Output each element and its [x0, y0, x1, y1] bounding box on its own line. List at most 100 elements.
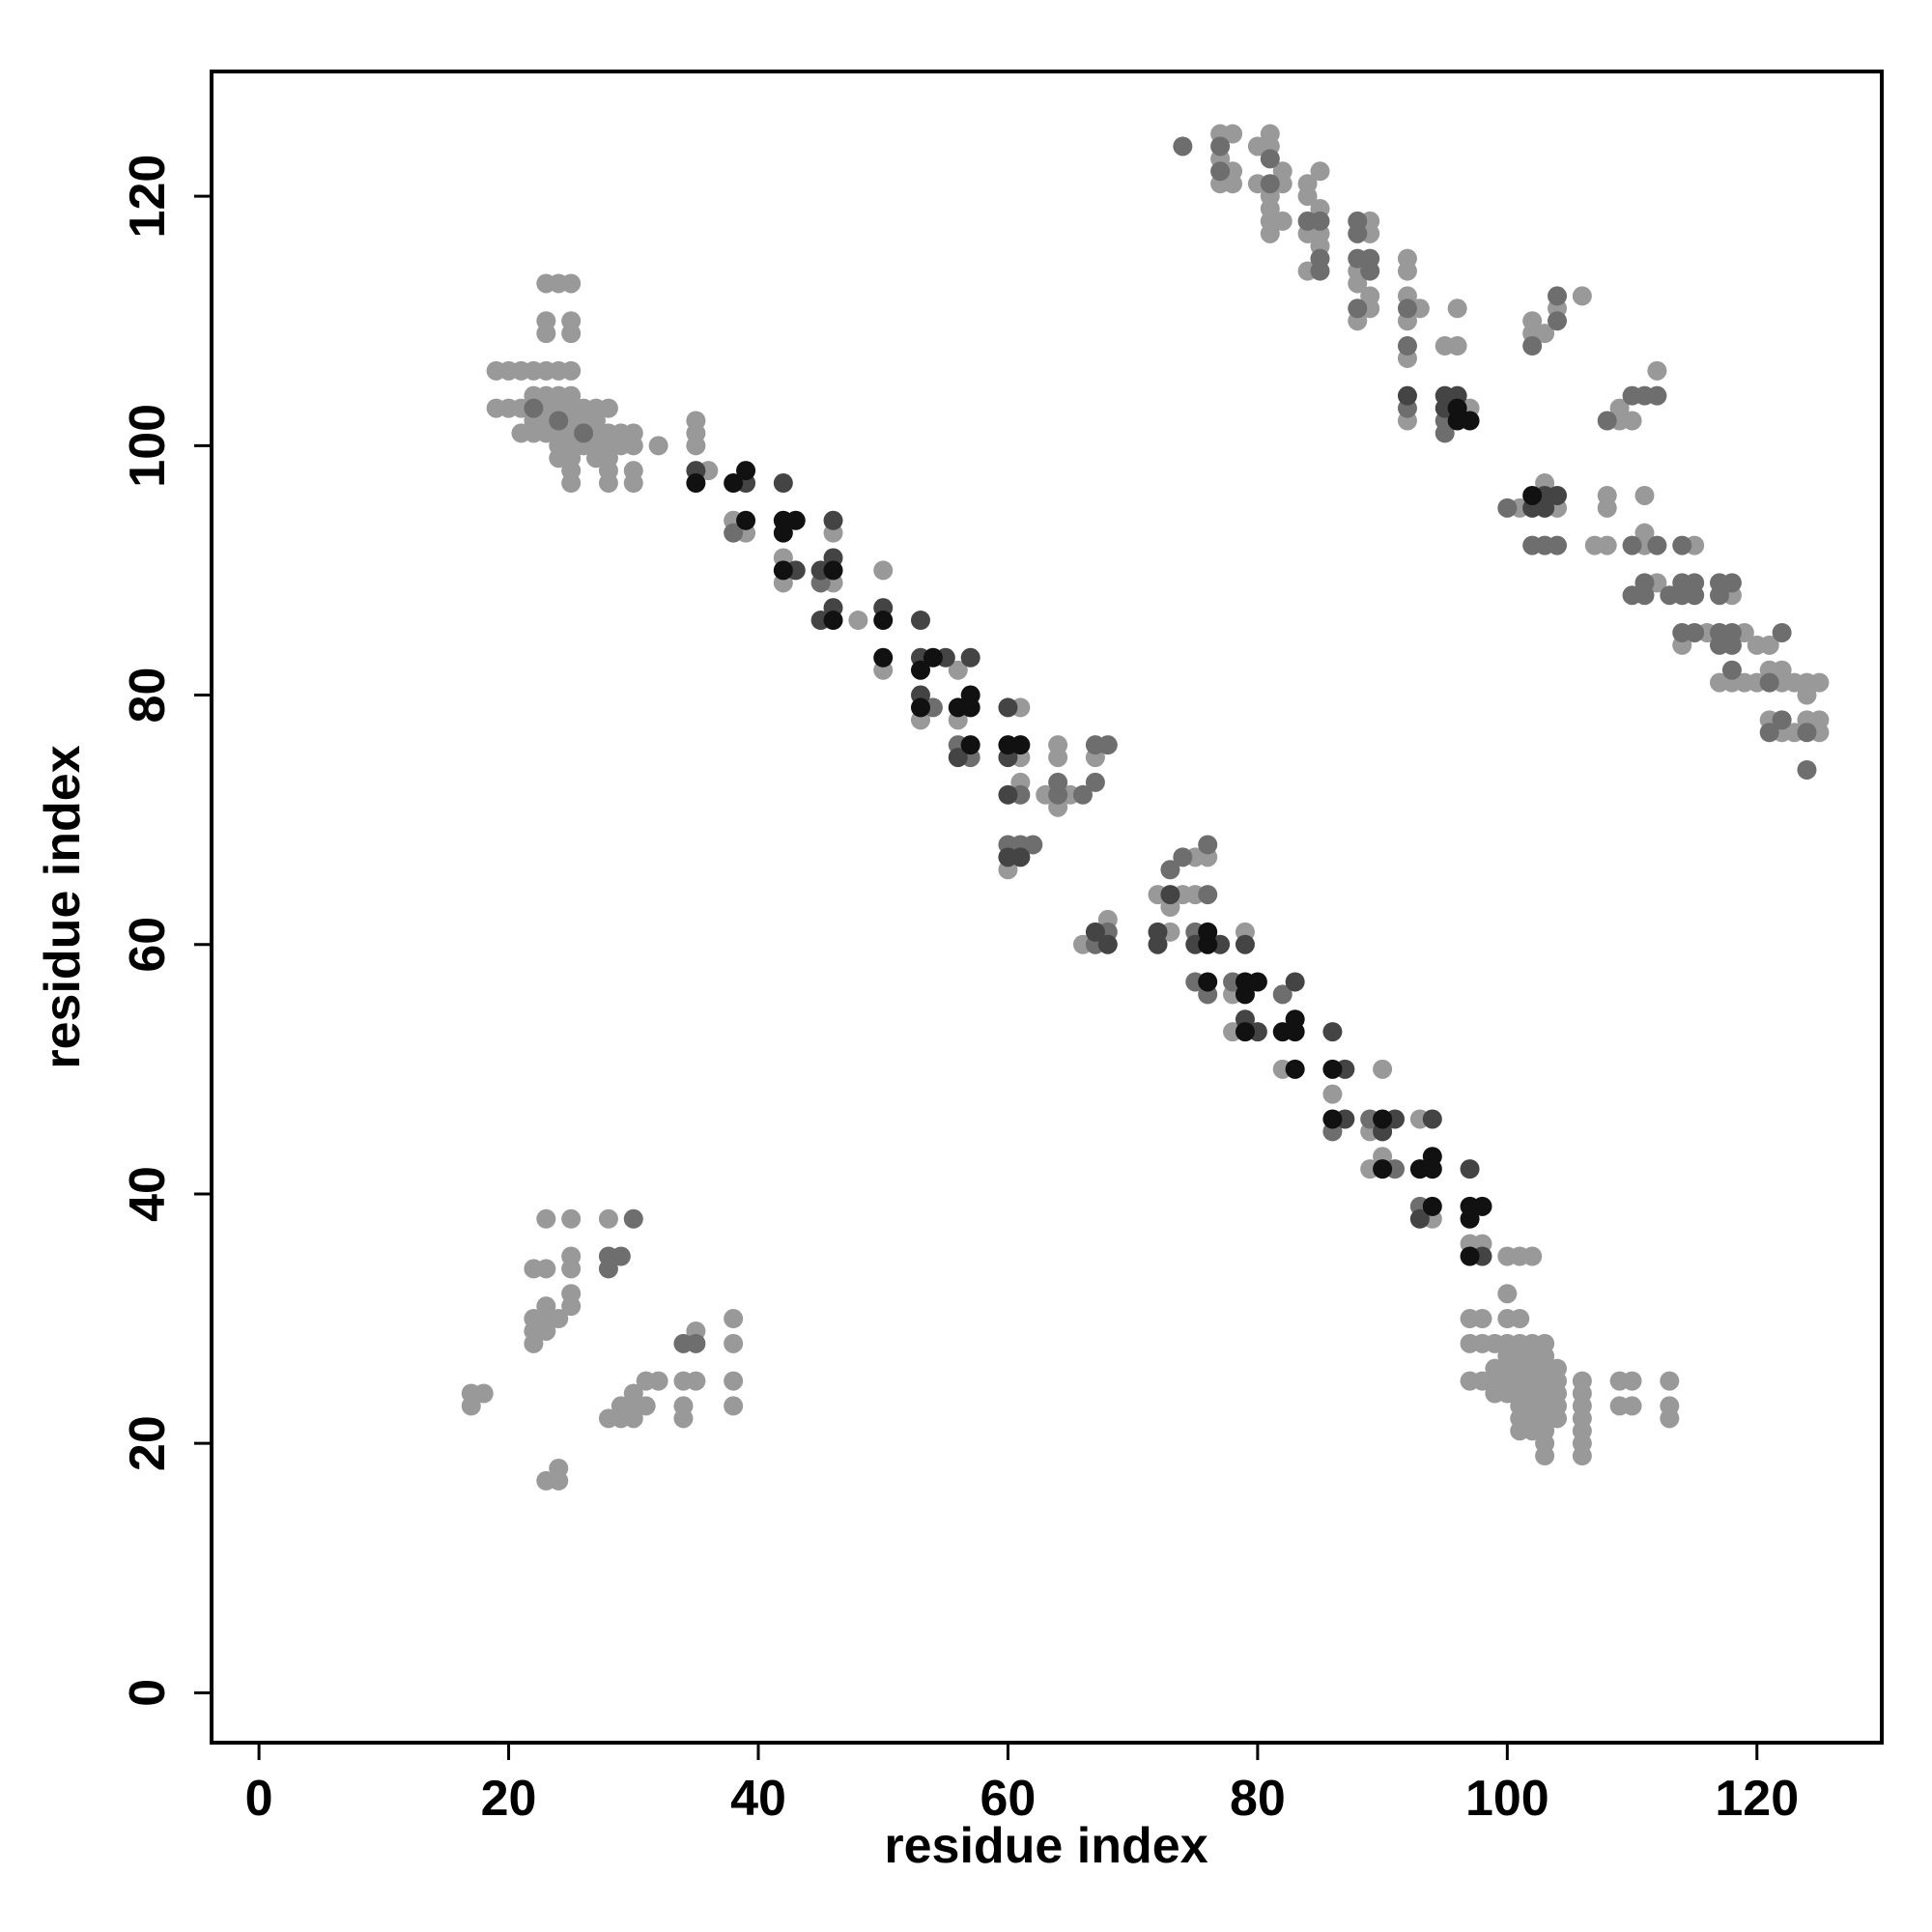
point	[1348, 223, 1368, 243]
point	[948, 748, 968, 768]
point	[1085, 772, 1105, 792]
plot-frame	[210, 70, 1884, 1745]
point	[1160, 885, 1180, 905]
point	[724, 1309, 744, 1329]
point	[1397, 298, 1417, 319]
point	[623, 1408, 643, 1429]
points	[461, 124, 1830, 1491]
y-tick-label: 80	[120, 668, 176, 724]
point	[736, 510, 756, 530]
point	[1759, 723, 1779, 743]
point	[1809, 672, 1830, 693]
point	[1097, 735, 1118, 755]
point	[1373, 1159, 1393, 1179]
x-axis-label: residue index	[884, 1818, 1208, 1874]
point	[598, 473, 618, 494]
point	[1422, 1196, 1442, 1216]
point	[1260, 174, 1280, 194]
point	[1223, 174, 1243, 194]
point	[1322, 1084, 1343, 1104]
point	[1397, 385, 1417, 406]
point	[1759, 635, 1779, 655]
point	[1597, 411, 1617, 431]
point	[611, 1246, 631, 1266]
point	[823, 611, 843, 631]
point	[598, 398, 618, 418]
point	[524, 1333, 544, 1353]
point	[998, 697, 1018, 718]
y-tick-label: 120	[120, 155, 176, 239]
point	[1797, 759, 1817, 780]
point	[1548, 286, 1568, 306]
point	[1348, 298, 1368, 319]
point	[785, 510, 806, 530]
point	[636, 1396, 656, 1416]
x-tick-label: 20	[481, 1771, 537, 1827]
point	[1435, 423, 1455, 443]
point	[1160, 860, 1180, 880]
point	[1310, 211, 1330, 231]
point	[873, 560, 894, 581]
point	[1522, 1246, 1543, 1266]
point	[873, 647, 894, 668]
point	[1797, 685, 1817, 705]
point	[1572, 286, 1592, 306]
point	[536, 1208, 556, 1229]
point	[561, 1296, 582, 1317]
point	[1622, 1396, 1642, 1416]
point	[1198, 885, 1218, 905]
point	[1010, 847, 1031, 867]
point	[998, 784, 1018, 805]
point	[673, 1408, 694, 1429]
point	[574, 423, 594, 443]
point	[1634, 485, 1655, 505]
point	[1634, 523, 1655, 543]
point	[561, 273, 582, 294]
point	[1235, 1022, 1255, 1042]
point	[561, 324, 582, 344]
point	[910, 660, 930, 680]
point	[1210, 136, 1231, 156]
point	[1285, 972, 1305, 992]
point	[960, 697, 980, 718]
point	[1198, 835, 1218, 855]
point	[724, 1333, 744, 1353]
point	[1010, 735, 1031, 755]
point	[1235, 984, 1255, 1005]
point	[1460, 411, 1480, 431]
point	[923, 647, 943, 668]
point	[1272, 984, 1293, 1005]
point	[1285, 1022, 1305, 1042]
point	[1597, 497, 1617, 518]
x-tick-label: 100	[1465, 1771, 1549, 1827]
point	[623, 1208, 643, 1229]
point	[536, 324, 556, 344]
point	[1710, 585, 1730, 606]
point	[1297, 186, 1318, 207]
point	[1023, 835, 1043, 855]
point	[1548, 1408, 1568, 1429]
point	[536, 1259, 556, 1279]
point	[1460, 1246, 1480, 1266]
x-tick-label: 120	[1715, 1771, 1799, 1827]
point	[1072, 784, 1093, 805]
point	[1409, 1208, 1430, 1229]
y-tick-label: 20	[120, 1415, 176, 1471]
point	[1272, 211, 1293, 231]
point	[1148, 934, 1168, 954]
point	[1260, 223, 1280, 243]
point	[1647, 385, 1667, 406]
point	[848, 611, 868, 631]
point	[1173, 136, 1193, 156]
point	[1223, 124, 1243, 144]
point	[910, 697, 930, 718]
point	[1721, 660, 1742, 680]
point	[1310, 161, 1330, 182]
point	[1647, 535, 1667, 555]
x-tick-label: 60	[980, 1771, 1037, 1827]
point	[1535, 1446, 1555, 1466]
point	[1572, 1446, 1592, 1466]
point	[1497, 497, 1518, 518]
point	[648, 436, 668, 456]
